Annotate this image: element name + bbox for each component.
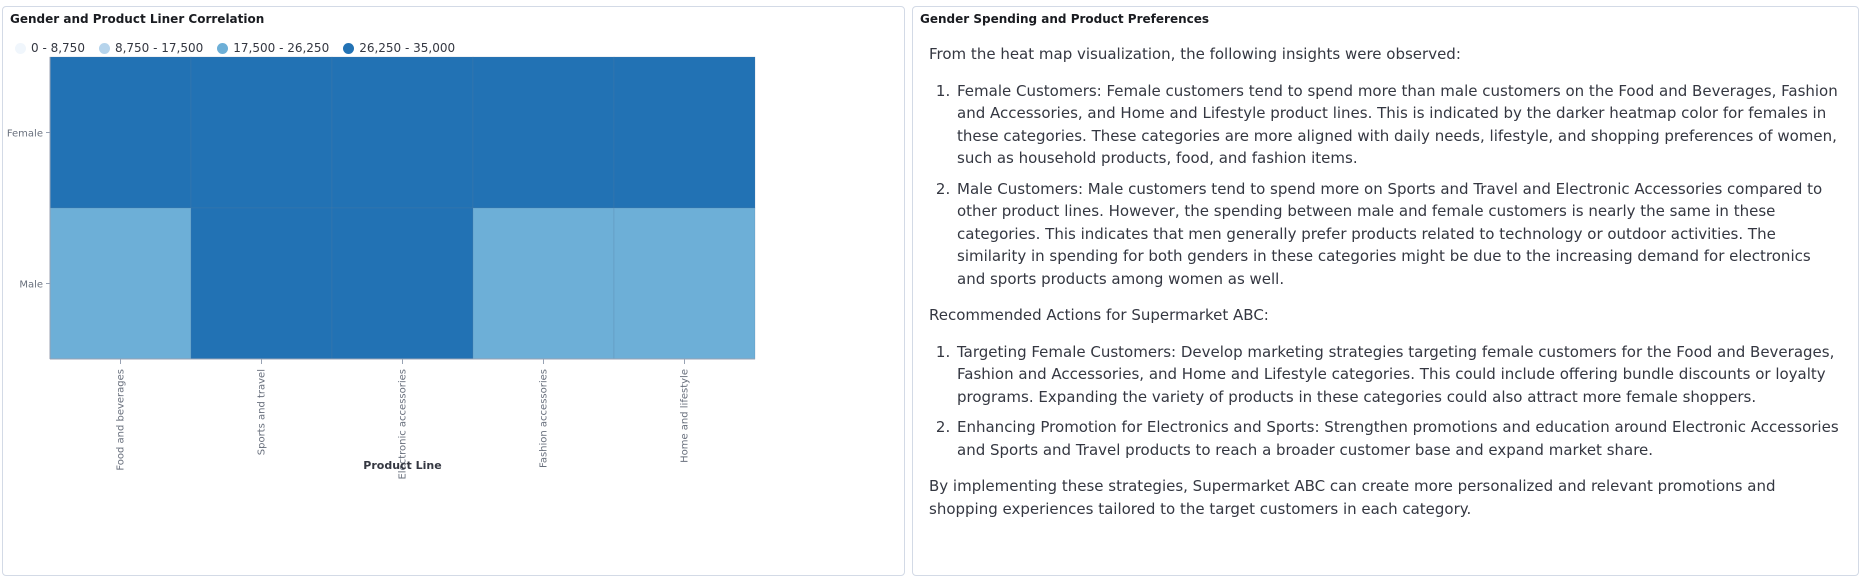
heatmap-legend: 0 - 8,750 8,750 - 17,500 17,500 - 26,250 26… [15,41,455,55]
insight-item: Male Customers: Male customers tend to s… [955,178,1839,291]
actions-heading: Recommended Actions for Supermarket ABC: [929,306,1269,324]
legend-label: 17,500 - 26,250 [233,41,330,55]
x-tick-label: Sports and travel [257,369,268,455]
heatmap-cell[interactable] [472,207,615,360]
heatmap-cell[interactable] [613,56,756,209]
insights-panel-title: Gender Spending and Product Preferences [920,12,1210,26]
x-axis-title: Product Line [363,459,441,472]
legend-swatch [98,42,110,54]
insights-text: From the heat map visualization, the fol… [929,43,1839,534]
legend-swatch [343,42,355,54]
legend-item[interactable]: 0 - 8,750 [15,41,85,55]
legend-item[interactable]: 17,500 - 26,250 [217,41,329,55]
heatmap-chart: Female Male Food and beverages Sports and t… [7,56,756,480]
insights-conclusion: By implementing these strategies, Superm… [929,477,1776,518]
heatmap-cell[interactable] [190,207,333,360]
legend-item[interactable]: 8,750 - 17,500 [98,41,204,55]
x-tick-label: Fashion accessories [539,369,550,468]
heatmap-cell[interactable] [331,56,474,209]
heatmap-panel-title: Gender and Product Liner Correlation [10,12,265,26]
legend-label: 8,750 - 17,500 [114,41,204,55]
y-tick-label: Male [19,280,43,291]
insights-list: Female Customers: Female customers tend … [955,80,1839,291]
insight-item: Female Customers: Female customers tend … [955,80,1839,170]
x-tick-label: Food and beverages [116,369,127,471]
x-tick-label: Home and lifestyle [680,369,691,463]
legend-label: 26,250 - 35,000 [359,41,456,55]
heatmap-cell[interactable] [49,207,192,360]
heatmap-cell[interactable] [331,207,474,360]
actions-list: Targeting Female Customers: Develop mark… [955,341,1839,462]
legend-label: 0 - 8,750 [31,41,85,55]
y-tick-label: Female [7,129,43,140]
legend-swatch [15,42,26,54]
heatmap-cell[interactable] [613,207,756,360]
action-item: Targeting Female Customers: Develop mark… [955,341,1839,409]
insights-panel: Gender Spending and Product Preferences … [912,6,1859,576]
x-tick-label: Electronic accessories [398,369,409,480]
heatmap-cell[interactable] [472,56,615,209]
legend-item[interactable]: 26,250 - 35,000 [343,41,455,55]
legend-swatch [217,42,229,54]
heatmap-panel: Gender and Product Liner Correlation 0 -… [2,6,905,576]
heatmap-cell[interactable] [190,56,333,209]
heatmap-cell[interactable] [49,56,192,209]
action-item: Enhancing Promotion for Electronics and … [955,416,1839,461]
insights-intro: From the heat map visualization, the fol… [929,45,1461,63]
